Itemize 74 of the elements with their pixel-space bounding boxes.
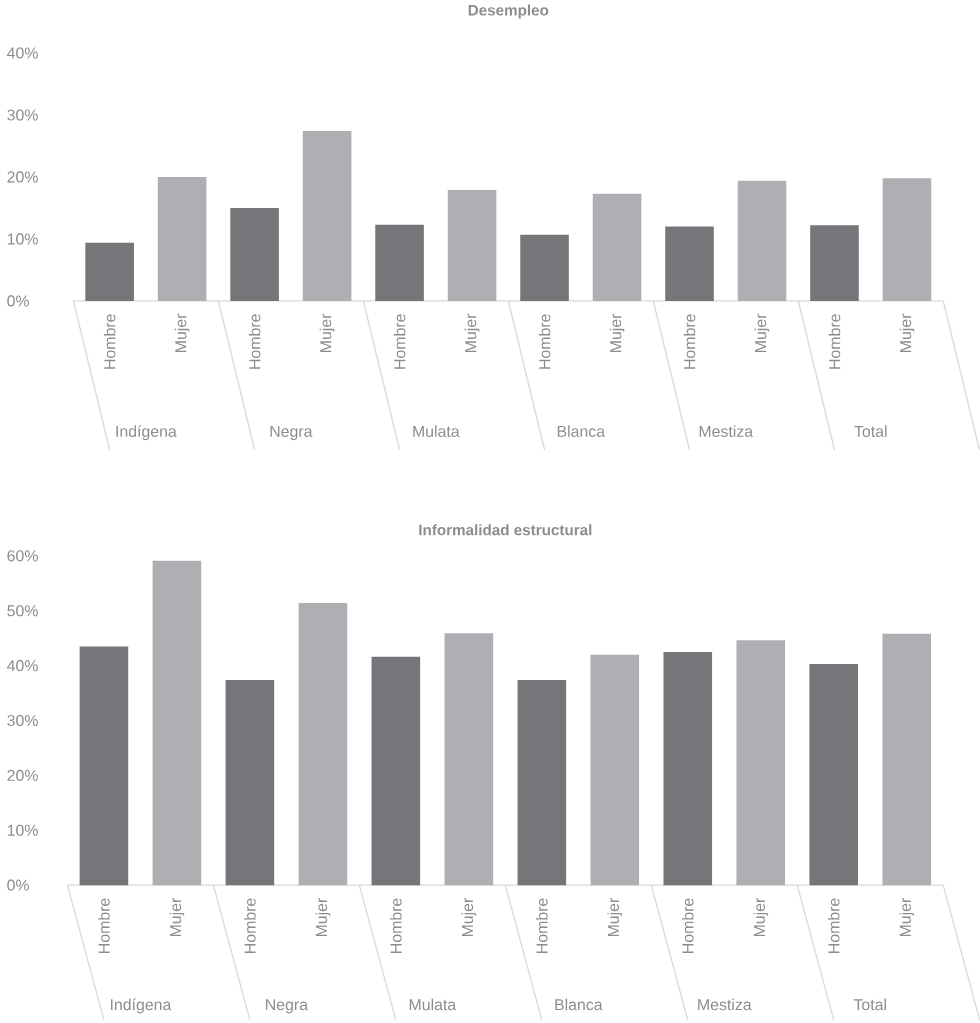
x-tick-label: Mujer — [315, 898, 331, 937]
bar — [225, 679, 275, 886]
x-tick-label: Hombre — [535, 898, 548, 953]
y-tick-label: 60% — [7, 550, 38, 562]
bar — [590, 654, 639, 886]
bar — [665, 226, 714, 301]
x-tick-label: Mujer — [174, 313, 190, 352]
chart-title: Informalidad estructural — [419, 524, 592, 536]
bar — [302, 131, 352, 301]
x-tick-label: Hombre — [681, 898, 694, 953]
bar — [882, 633, 931, 886]
x-tick-label: Hombre — [393, 314, 406, 369]
y-tick-label: 10% — [7, 233, 38, 245]
text: Mestiza — [698, 998, 752, 1011]
bar — [663, 651, 712, 886]
bar — [737, 180, 787, 301]
y-tick-label: 40% — [6, 47, 38, 59]
x-tick-label: Hombre — [103, 314, 116, 369]
text: Blanca — [555, 998, 603, 1011]
x-tick-label: Mujer — [899, 313, 915, 352]
bar — [444, 633, 493, 886]
x-tick-label: Mujer — [607, 898, 623, 937]
text: Negra — [270, 425, 313, 441]
y-tick-label: 0% — [7, 879, 29, 891]
text: Mulata — [409, 998, 456, 1011]
chart-title: Desempleo — [468, 4, 549, 19]
y-tick-label: 20% — [7, 769, 38, 781]
bar — [809, 663, 858, 886]
bar — [810, 225, 859, 301]
bar — [447, 190, 497, 301]
bar — [520, 234, 569, 301]
bar — [79, 646, 129, 886]
bar — [157, 176, 207, 301]
text: Indígena — [116, 425, 177, 441]
y-tick-label: 30% — [7, 109, 38, 121]
y-tick-label: 0% — [7, 295, 29, 307]
x-tick-label: Hombre — [97, 898, 110, 953]
x-tick-label: Mujer — [464, 313, 480, 352]
text: Mulata — [413, 425, 460, 437]
text: Total — [853, 998, 886, 1011]
bar — [85, 242, 134, 301]
text: Mestiza — [699, 425, 753, 437]
bar — [592, 193, 642, 301]
x-tick-label: Hombre — [248, 314, 261, 369]
bar — [371, 656, 420, 886]
y-tick-label: 40% — [6, 660, 38, 672]
x-tick-label: Mujer — [754, 313, 770, 352]
y-tick-label: 20% — [7, 171, 38, 183]
y-tick-label: 10% — [7, 824, 38, 836]
bar — [230, 207, 279, 301]
x-tick-label: Hombre — [683, 314, 696, 369]
x-tick-label: Hombre — [828, 314, 841, 369]
text: Total — [854, 425, 887, 437]
x-tick-label: Hombre — [538, 314, 551, 369]
text: Blanca — [557, 425, 605, 437]
text: Negra — [265, 999, 308, 1014]
x-tick-label: Mujer — [753, 898, 768, 937]
x-tick-label: Mujer — [169, 898, 185, 937]
x-tick-label: Hombre — [389, 898, 402, 953]
x-tick-label: Hombre — [827, 898, 840, 953]
x-tick-label: Mujer — [319, 313, 335, 352]
text: Indígena — [110, 998, 172, 1014]
y-tick-label: 30% — [7, 714, 38, 727]
bar — [517, 679, 566, 886]
x-tick-label: Mujer — [461, 898, 477, 937]
bar — [882, 178, 932, 301]
bar — [152, 560, 202, 886]
x-tick-label: Hombre — [243, 898, 256, 953]
x-tick-label: Mujer — [609, 313, 625, 352]
bar — [298, 603, 347, 886]
bar — [375, 224, 424, 301]
x-tick-label: Mujer — [899, 898, 914, 937]
y-tick-label: 50% — [7, 605, 38, 617]
bar — [736, 640, 785, 886]
